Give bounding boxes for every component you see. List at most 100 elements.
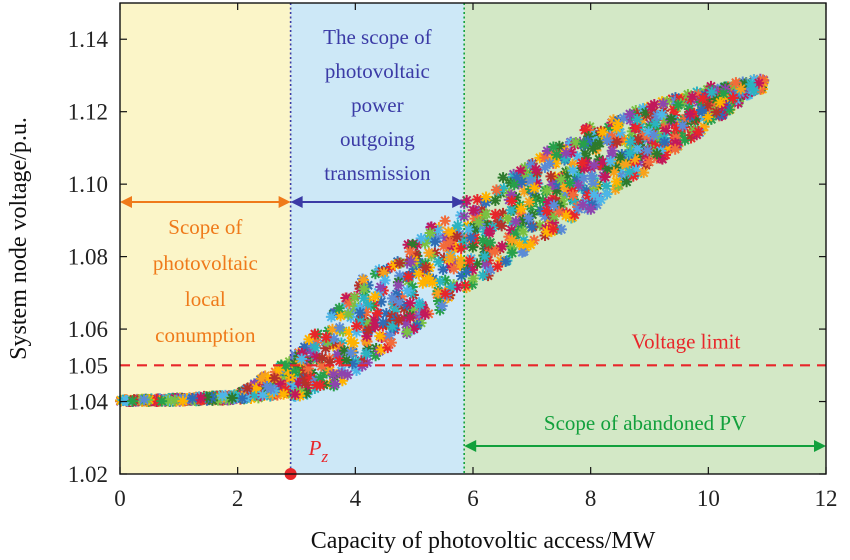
abandoned-scope-label-line-1: Scope of abandoned PV (544, 411, 746, 435)
data-point (510, 228, 522, 240)
data-point (466, 278, 478, 290)
data-point (641, 153, 653, 165)
data-point (553, 178, 565, 190)
data-point (730, 77, 742, 89)
data-point (516, 246, 528, 258)
data-point (393, 296, 405, 308)
data-point (396, 290, 408, 302)
y-tick-label: 1.14 (68, 27, 109, 52)
data-point (402, 271, 414, 283)
data-point (236, 392, 248, 404)
data-point (336, 375, 348, 387)
data-point (455, 257, 467, 269)
pz-label: Pz (308, 436, 329, 466)
data-point (714, 87, 726, 99)
data-point (588, 189, 600, 201)
data-point (600, 180, 612, 192)
data-point (517, 169, 529, 181)
data-point (471, 194, 483, 206)
data-point (417, 277, 429, 289)
data-point (479, 258, 491, 270)
data-point (386, 292, 398, 304)
reference-lines (120, 3, 826, 474)
data-point (484, 245, 496, 257)
data-point (267, 388, 279, 400)
data-point (371, 307, 383, 319)
data-point (335, 337, 347, 349)
data-point (719, 83, 731, 95)
data-point (480, 191, 492, 203)
data-point (380, 307, 392, 319)
data-point (679, 134, 691, 146)
data-point (465, 232, 477, 244)
data-point (422, 232, 434, 244)
data-point (261, 380, 273, 392)
data-point (539, 210, 551, 222)
data-point (502, 212, 514, 224)
data-point (544, 158, 556, 170)
data-point (326, 323, 338, 335)
data-point (677, 120, 689, 132)
data-point (463, 223, 475, 235)
data-point (426, 277, 438, 289)
data-point (424, 227, 436, 239)
data-point (497, 172, 509, 184)
data-point (404, 246, 416, 258)
data-point (272, 364, 284, 376)
axes: 0 2 4 6 8 10 12 1.02 1.04 1.06 1.08 1.10 1.12 1.14 1.0… (6, 2, 838, 554)
data-point (514, 220, 526, 232)
data-point (497, 207, 509, 219)
data-point (471, 258, 483, 270)
data-point (718, 88, 730, 100)
data-point (611, 136, 623, 148)
data-point (444, 236, 456, 248)
data-point (394, 257, 406, 269)
data-point (385, 337, 397, 349)
data-point (753, 77, 765, 89)
data-point (631, 122, 643, 134)
data-point (243, 388, 255, 400)
data-point (505, 238, 517, 250)
data-point (703, 96, 715, 108)
data-point (660, 149, 672, 161)
data-point (651, 110, 663, 122)
data-point (517, 226, 529, 238)
data-point (298, 341, 310, 353)
data-point (249, 378, 261, 390)
local-scope-label-line-1: Scope of (168, 215, 242, 239)
data-point (515, 203, 527, 215)
x-tick-label: 12 (815, 486, 838, 511)
data-point (605, 155, 617, 167)
data-point (296, 347, 308, 359)
data-point (578, 163, 590, 175)
data-point (241, 382, 253, 394)
data-point (434, 276, 446, 288)
data-point (309, 342, 321, 354)
data-point (496, 220, 508, 232)
data-point (343, 326, 355, 338)
data-point (346, 358, 358, 370)
data-point (550, 157, 562, 169)
data-point (289, 358, 301, 370)
data-point (341, 354, 353, 366)
data-point (334, 355, 346, 367)
data-point (201, 391, 213, 403)
data-point (408, 263, 420, 275)
abandoned-scope-arrow (464, 440, 826, 452)
data-point (406, 304, 418, 316)
data-point (514, 199, 526, 211)
data-point (223, 394, 235, 406)
data-point (296, 353, 308, 365)
data-point (670, 132, 682, 144)
data-point (351, 320, 363, 332)
data-point (439, 215, 451, 227)
data-point (616, 148, 628, 160)
data-point (358, 292, 370, 304)
data-point (680, 112, 692, 124)
data-point (423, 247, 435, 259)
y-tick-label: 1.08 (68, 245, 108, 270)
data-point (300, 377, 312, 389)
data-point (489, 194, 501, 206)
data-point (212, 394, 224, 406)
x-tick-label: 10 (697, 486, 720, 511)
